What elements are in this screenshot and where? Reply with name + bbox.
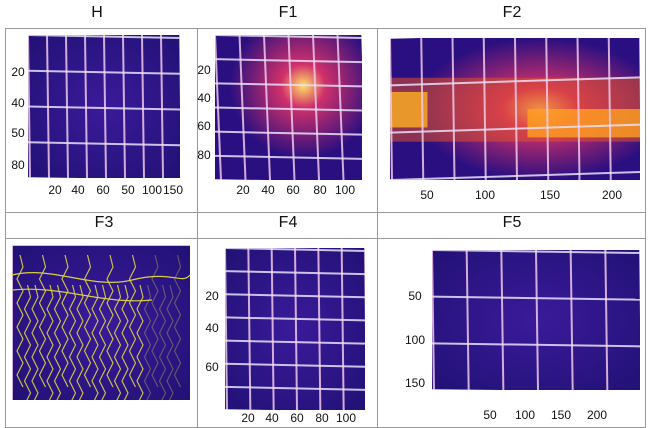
border [197, 28, 198, 428]
y-tick-label: 20 [11, 65, 24, 79]
y-tick-label: 100 [405, 333, 425, 347]
y-tick-label: 40 [197, 91, 210, 105]
x-tick-label: 40 [265, 411, 278, 425]
border [645, 28, 646, 428]
x-tick-label: 50 [483, 408, 496, 422]
y-tick-label: 40 [205, 321, 218, 335]
panel-title: F2 [503, 4, 522, 22]
figure: H2040508020406050100150F1204060802040608… [0, 0, 651, 428]
x-tick-label: 150 [540, 188, 560, 202]
x-tick-label: 40 [261, 183, 274, 197]
panel-title: H [91, 4, 103, 22]
y-tick-label: 50 [408, 289, 421, 303]
x-tick-label: 100 [142, 183, 162, 197]
border [5, 212, 646, 213]
x-tick-label: 50 [420, 188, 433, 202]
x-tick-label: 80 [313, 183, 326, 197]
x-tick-label: 100 [335, 183, 355, 197]
panel-title: F4 [279, 214, 298, 232]
thermal-image [12, 245, 190, 400]
border [5, 28, 646, 29]
x-tick-label: 200 [602, 188, 622, 202]
y-tick-label: 40 [11, 96, 24, 110]
y-tick-label: 80 [11, 158, 24, 172]
panel-title: F5 [503, 214, 522, 232]
y-tick-label: 80 [197, 148, 210, 162]
x-tick-label: 100 [475, 188, 495, 202]
x-tick-label: 20 [48, 183, 61, 197]
y-tick-label: 20 [197, 63, 210, 77]
x-tick-label: 150 [163, 183, 183, 197]
panel-title: F3 [95, 214, 114, 232]
y-tick-label: 60 [197, 119, 210, 133]
thermal-image [390, 38, 640, 180]
x-tick-label: 60 [290, 411, 303, 425]
border [5, 28, 6, 428]
y-tick-label: 50 [11, 126, 24, 140]
panel-title: F1 [279, 4, 298, 22]
thermal-image [215, 35, 362, 180]
x-tick-label: 20 [236, 183, 249, 197]
x-tick-label: 150 [551, 408, 571, 422]
x-tick-label: 200 [587, 408, 607, 422]
x-tick-label: 60 [96, 183, 109, 197]
thermal-image [225, 248, 365, 410]
thermal-image [432, 250, 640, 390]
x-tick-label: 60 [286, 183, 299, 197]
border [5, 238, 646, 239]
x-tick-label: 40 [71, 183, 84, 197]
x-tick-label: 100 [515, 408, 535, 422]
y-tick-label: 20 [205, 289, 218, 303]
x-tick-label: 50 [121, 183, 134, 197]
y-tick-label: 60 [205, 360, 218, 374]
y-tick-label: 150 [405, 376, 425, 390]
x-tick-label: 20 [241, 411, 254, 425]
x-tick-label: 80 [315, 411, 328, 425]
x-tick-label: 100 [336, 411, 356, 425]
border [377, 28, 378, 428]
thermal-image [28, 35, 180, 178]
